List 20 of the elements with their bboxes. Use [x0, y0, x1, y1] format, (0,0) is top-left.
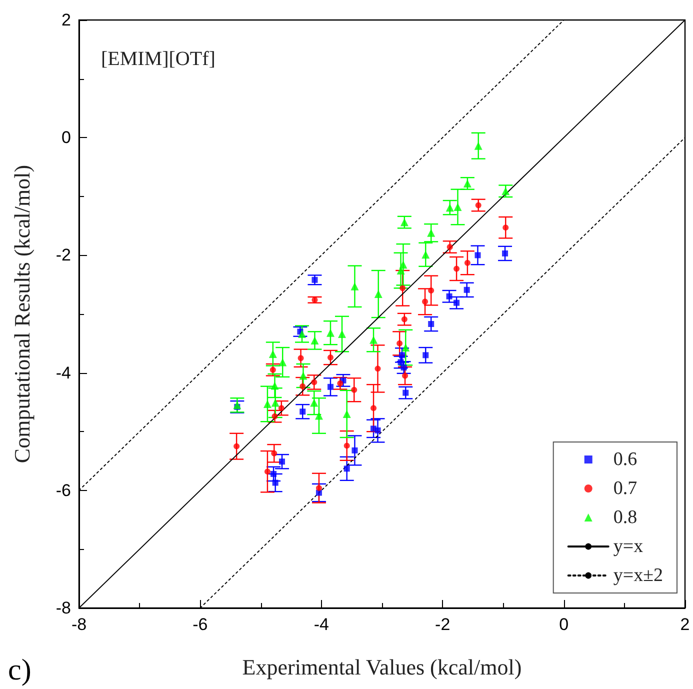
x-tick-label: -4 [314, 615, 329, 634]
legend-label: y=x [613, 536, 644, 557]
legend-label: 0.6 [613, 449, 638, 470]
x-tick-label: 2 [680, 615, 690, 634]
text: [EMIM][OTf] [101, 48, 216, 70]
x-axis-title: Experimental Values (kcal/mol) [242, 654, 522, 680]
x-tick-label: -6 [192, 615, 208, 634]
y-tick-label: 2 [62, 10, 71, 30]
y-tick-label: 0 [62, 128, 71, 148]
x-tick-label: -2 [435, 615, 450, 634]
y-tick-label: -2 [56, 246, 71, 265]
legend-label: y=x±2 [613, 565, 664, 586]
x-tick-label: 0 [559, 615, 569, 634]
legend-label: 0.8 [613, 507, 638, 528]
y-tick-label: -4 [56, 363, 71, 382]
text: c) [8, 654, 32, 686]
y-tick-label: -6 [56, 480, 71, 500]
y-axis-title: Computational Results (kcal/mol) [10, 164, 34, 464]
legend-label: 0.7 [613, 478, 638, 499]
y-tick-label: -8 [56, 598, 71, 618]
